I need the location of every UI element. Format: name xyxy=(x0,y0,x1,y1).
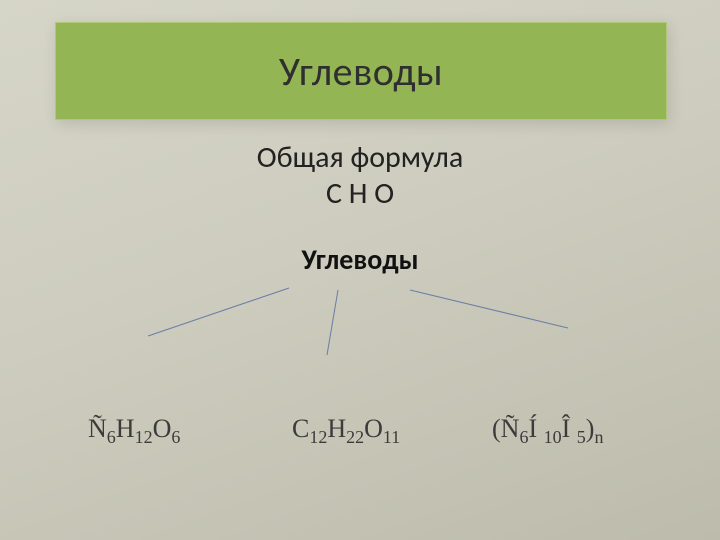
subtitle-line1: Общая формула xyxy=(0,140,720,176)
title-box: Углеводы xyxy=(55,22,667,120)
branch-line-mid xyxy=(327,290,338,355)
title-text: Углеводы xyxy=(279,47,443,96)
subtitle-block: Общая формула С Н О xyxy=(0,140,720,212)
formula-mid: C12H22O11 xyxy=(292,414,400,444)
subheading: Углеводы xyxy=(0,242,720,277)
formula-left: Ñ6H12O6 xyxy=(88,414,180,444)
subtitle-line2: С Н О xyxy=(0,176,720,212)
branch-line-right xyxy=(410,290,568,328)
formula-right: (Ñ6Í 10Î 5)n xyxy=(492,414,603,444)
branch-line-left xyxy=(148,288,289,336)
